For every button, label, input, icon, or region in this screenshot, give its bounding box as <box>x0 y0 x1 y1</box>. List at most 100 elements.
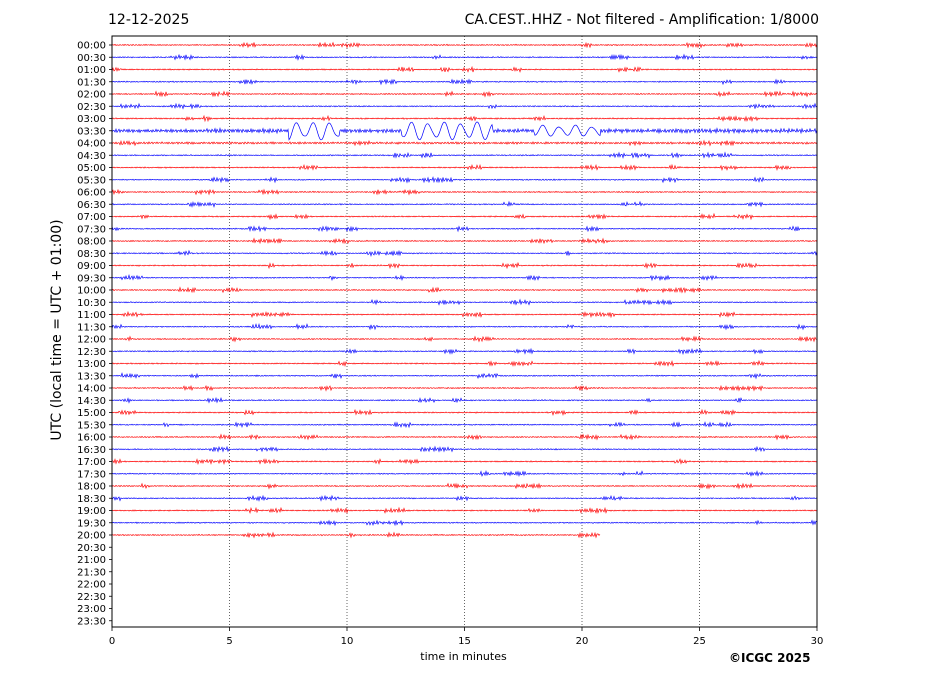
trace-1830 <box>111 494 818 502</box>
trace-1430 <box>111 396 818 404</box>
y-tick-label: 22:00 <box>77 580 106 591</box>
y-tick-label: 07:00 <box>77 212 106 223</box>
y-tick-label: 18:30 <box>77 494 106 505</box>
trace-0100 <box>111 65 818 73</box>
y-tick-label: 21:30 <box>77 567 106 578</box>
trace-0130 <box>111 78 818 86</box>
x-tick-label: 20 <box>576 636 589 647</box>
trace-0600 <box>111 188 817 196</box>
trace-1630 <box>111 445 818 453</box>
y-tick-label: 18:00 <box>77 482 106 493</box>
trace-0830 <box>111 249 818 258</box>
y-tick-label: 16:30 <box>77 445 106 456</box>
y-tick-label: 10:30 <box>77 298 106 309</box>
y-tick-label: 09:30 <box>77 273 106 284</box>
trace-0930 <box>111 274 818 282</box>
y-tick-label: 21:00 <box>77 555 106 566</box>
y-tick-label: 23:00 <box>77 604 106 615</box>
y-axis-label: UTC (local time = UTC + 01:00) <box>49 219 65 441</box>
y-tick-label: 16:00 <box>77 433 106 444</box>
trace-1930 <box>111 519 818 527</box>
trace-1600 <box>111 433 818 441</box>
trace-0430 <box>111 151 818 159</box>
trace-0630 <box>111 200 818 208</box>
y-tick-label: 23:30 <box>77 616 106 627</box>
y-tick-label: 05:00 <box>77 163 106 174</box>
trace-1400 <box>111 384 818 392</box>
trace-1730 <box>111 470 818 478</box>
y-tick-label: 01:00 <box>77 65 106 76</box>
y-tick-label: 15:30 <box>77 420 106 431</box>
plot-frame <box>111 35 818 628</box>
y-tick-label: 09:00 <box>77 261 106 272</box>
trace-0400 <box>111 139 818 147</box>
trace-0700 <box>111 212 817 221</box>
trace-0030 <box>111 53 818 61</box>
trace-1500 <box>111 408 818 417</box>
y-tick-label: 07:30 <box>77 224 106 235</box>
y-tick-label: 03:00 <box>77 114 106 125</box>
y-tick-label: 06:00 <box>77 188 106 199</box>
y-tick-label: 06:30 <box>77 200 106 211</box>
trace-0300 <box>111 114 818 123</box>
trace-1330 <box>111 372 818 380</box>
y-tick-label: 12:30 <box>77 347 106 358</box>
y-tick-label: 08:00 <box>77 237 106 248</box>
y-tick-label: 20:30 <box>77 543 106 554</box>
y-tick-label: 13:30 <box>77 371 106 382</box>
y-tick-label: 17:30 <box>77 469 106 480</box>
y-tick-label: 12:00 <box>77 335 106 346</box>
trace-0330 <box>111 121 818 141</box>
plot-date: 12-12-2025 <box>108 12 190 28</box>
y-tick-label: 01:30 <box>77 77 106 88</box>
x-axis-label: time in minutes <box>420 650 507 663</box>
x-tick-label: 25 <box>693 636 706 647</box>
y-tick-label: 19:00 <box>77 506 106 517</box>
x-tick-label: 10 <box>341 636 354 647</box>
y-tick-label: 11:00 <box>77 310 106 321</box>
trace-0200 <box>111 90 818 98</box>
y-tick-label: 08:30 <box>77 249 106 260</box>
station-title: CA.CEST..HHZ - Not filtered - Amplificat… <box>464 12 819 28</box>
trace-1900 <box>111 506 818 515</box>
y-tick-label: 04:00 <box>77 139 106 150</box>
x-tick-label: 0 <box>109 636 115 647</box>
y-tick-label: 14:00 <box>77 384 106 395</box>
copyright: ©ICGC 2025 <box>729 651 811 665</box>
y-tick-label: 20:00 <box>77 531 106 542</box>
y-tick-label: 19:30 <box>77 518 106 529</box>
trace-0900 <box>111 261 818 270</box>
trace-1000 <box>111 286 818 294</box>
trace-0500 <box>111 163 817 171</box>
y-tick-label: 10:00 <box>77 286 106 297</box>
trace-1700 <box>111 458 818 465</box>
trace-0530 <box>111 176 818 184</box>
y-tick-label: 00:00 <box>77 41 106 52</box>
trace-0230 <box>111 102 818 110</box>
y-tick-label: 15:00 <box>77 408 106 419</box>
trace-1130 <box>111 322 818 331</box>
y-tick-label: 05:30 <box>77 175 106 186</box>
trace-0730 <box>111 225 818 233</box>
x-tick-label: 15 <box>458 636 471 647</box>
y-tick-label: 17:00 <box>77 457 106 468</box>
y-tick-label: 00:30 <box>77 53 106 64</box>
x-tick-label: 5 <box>226 636 232 647</box>
trace-1800 <box>111 482 818 490</box>
y-tick-label: 13:00 <box>77 359 106 370</box>
trace-1300 <box>111 359 818 368</box>
y-tick-label: 02:00 <box>77 90 106 101</box>
y-tick-label: 22:30 <box>77 592 106 603</box>
trace-0800 <box>111 237 818 245</box>
trace-1530 <box>111 421 818 429</box>
y-tick-label: 02:30 <box>77 102 106 113</box>
trace-1030 <box>111 298 818 306</box>
trace-0000 <box>111 41 818 49</box>
trace-2000 <box>111 531 601 539</box>
trace-1200 <box>111 335 818 343</box>
y-tick-label: 03:30 <box>77 126 106 137</box>
trace-1230 <box>111 347 818 355</box>
y-tick-label: 04:30 <box>77 151 106 162</box>
trace-1100 <box>111 310 818 319</box>
